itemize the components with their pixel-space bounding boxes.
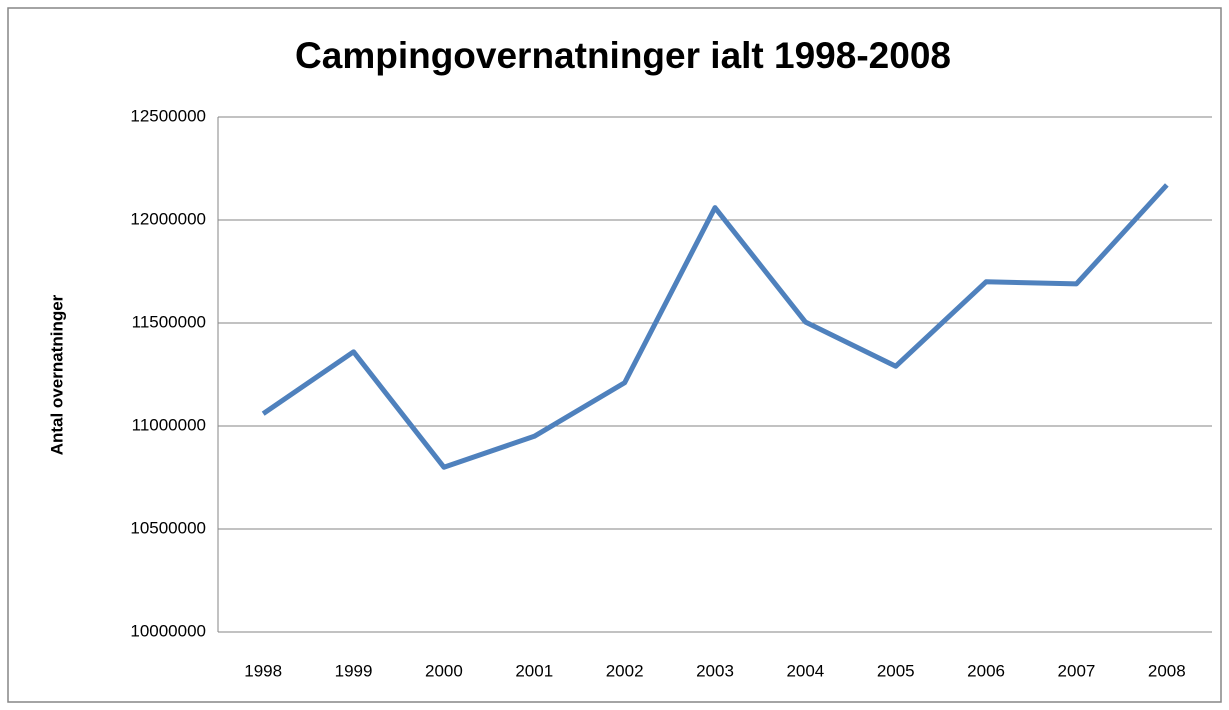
chart-title: Campingovernatninger ialt 1998-2008 <box>295 35 951 76</box>
x-tick-label: 2007 <box>1058 661 1096 680</box>
y-axis-label: Antal overnatninger <box>47 294 66 455</box>
x-tick-label: 2005 <box>877 661 915 680</box>
x-tick-label: 2004 <box>786 661 824 680</box>
y-tick-label: 12000000 <box>130 209 206 228</box>
y-tick-label: 10000000 <box>130 621 206 640</box>
x-tick-label: 2008 <box>1148 661 1186 680</box>
y-tick-label: 12500000 <box>130 106 206 125</box>
x-tick-label: 2003 <box>696 661 734 680</box>
x-tick-label: 1998 <box>244 661 282 680</box>
x-tick-label: 2002 <box>606 661 644 680</box>
x-tick-label: 2000 <box>425 661 463 680</box>
line-series <box>261 183 1169 470</box>
y-tick-label: 11500000 <box>132 312 206 331</box>
chart-border <box>7 7 1222 703</box>
y-tick-label: 10500000 <box>130 518 206 537</box>
x-tick-label: 1999 <box>335 661 373 680</box>
y-tick-label: 11000000 <box>132 415 206 434</box>
x-tick-label: 2006 <box>967 661 1005 680</box>
x-tick-label: 2001 <box>515 661 553 680</box>
